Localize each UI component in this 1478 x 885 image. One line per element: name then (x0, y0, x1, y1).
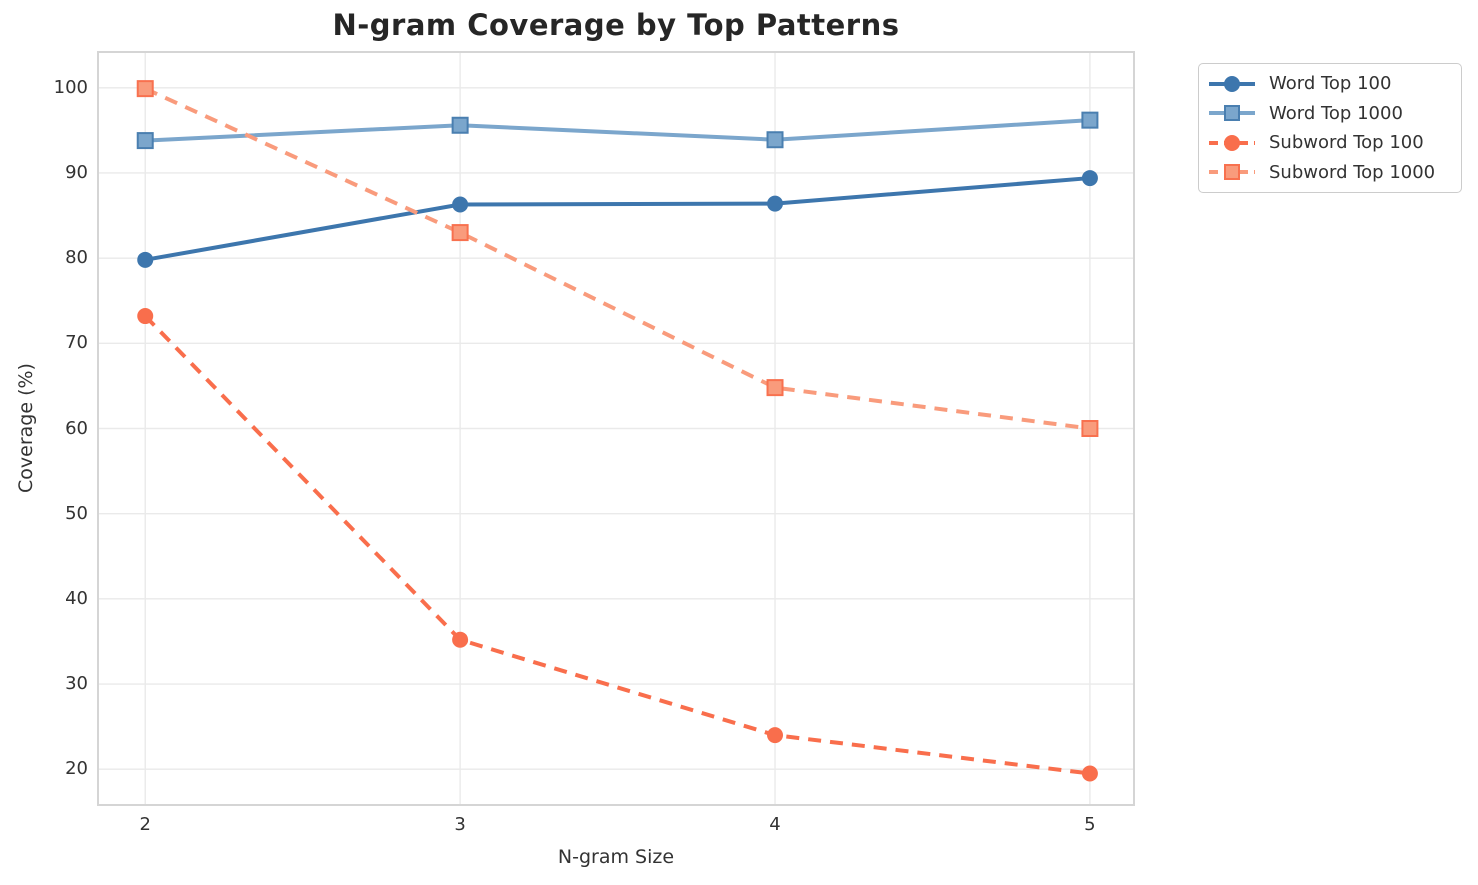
series-line-subword-top-100 (143, 314, 1091, 776)
y-tick-label: 20 (65, 758, 88, 780)
chart-title: N-gram Coverage by Top Patterns (332, 8, 900, 42)
data-point-subword-top-100 (137, 308, 154, 325)
data-point-subword-top-1000 (766, 379, 784, 397)
data-point-subword-top-1000 (136, 80, 154, 98)
legend-label: Word Top 1000 (1269, 102, 1403, 124)
y-tick-label: 90 (65, 161, 88, 183)
y-tick-label: 40 (65, 587, 88, 609)
data-point-subword-top-1000 (1081, 420, 1099, 437)
legend-item-word-top-1000: Word Top 1000 (1208, 99, 1451, 128)
y-tick-label: 80 (65, 247, 88, 269)
data-point-word-top-100 (767, 195, 784, 212)
data-point-word-top-1000 (451, 116, 469, 134)
x-tick-label: 5 (1084, 814, 1096, 835)
data-point-word-top-100 (137, 251, 154, 268)
legend-marker-word-top-100-icon (1209, 75, 1255, 92)
data-point-word-top-100 (452, 196, 469, 213)
x-tick-label: 4 (769, 814, 781, 835)
x-tick-label: 2 (139, 814, 151, 835)
data-point-word-top-1000 (1081, 111, 1099, 129)
legend-marker-word-top-1000-icon (1209, 105, 1255, 122)
data-point-subword-top-100 (452, 631, 469, 648)
y-tick-label: 70 (65, 332, 88, 354)
data-point-word-top-100 (1081, 170, 1098, 187)
plot-border (97, 51, 1135, 806)
x-tick-label: 3 (454, 814, 466, 835)
legend-label: Subword Top 100 (1269, 132, 1424, 154)
data-point-subword-top-100 (1081, 765, 1098, 782)
legend-label: Word Top 100 (1269, 73, 1392, 95)
legend-item-word-top-100: Word Top 100 (1208, 69, 1451, 98)
data-point-subword-top-1000 (451, 224, 469, 242)
legend-marker-subword-top-100-icon (1209, 134, 1255, 151)
legend-marker-subword-top-1000-icon (1209, 164, 1255, 181)
legend-item-subword-top-100: Subword Top 100 (1208, 128, 1451, 157)
legend-label: Subword Top 1000 (1269, 161, 1436, 183)
series-line-word-top-100 (144, 176, 1091, 262)
legend: Word Top 100 Word Top 1000 Subword Top 1… (1198, 63, 1462, 193)
y-tick-label: 60 (65, 417, 88, 439)
data-point-subword-top-100 (767, 727, 784, 744)
y-axis-label: Coverage (%) (15, 363, 37, 493)
y-tick-label: 50 (65, 502, 88, 524)
data-point-word-top-1000 (766, 131, 784, 149)
legend-item-subword-top-1000: Subword Top 1000 (1208, 158, 1451, 187)
y-tick-label: 100 (53, 76, 88, 98)
x-axis-label: N-gram Size (557, 846, 675, 868)
series-line-word-top-1000 (145, 118, 1091, 143)
y-tick-label: 30 (65, 673, 88, 695)
data-point-word-top-1000 (136, 132, 154, 150)
